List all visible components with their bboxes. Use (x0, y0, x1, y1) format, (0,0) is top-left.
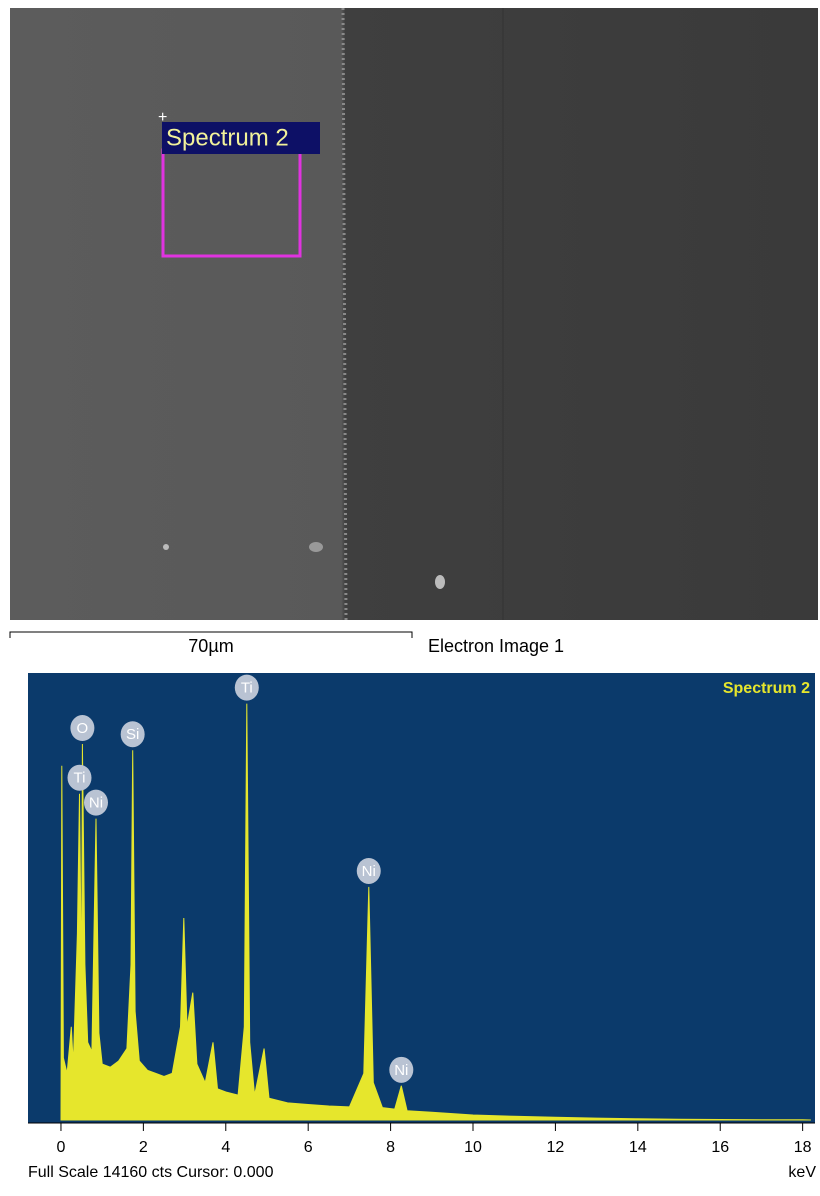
x-tick-label: 8 (386, 1139, 395, 1156)
caption: Electron Image 1 (428, 636, 564, 656)
electron-image (10, 8, 818, 620)
scale-label: 70µm (188, 636, 233, 656)
particle (163, 544, 169, 550)
x-tick-label: 10 (464, 1139, 482, 1156)
peak-label: Ti (74, 770, 86, 787)
page: + Spectrum 2 70µm Electron Image 1 Spect… (0, 0, 820, 1196)
screen: + Spectrum 2 70µm Electron Image 1 Spect… (0, 0, 820, 1191)
peak-label: O (77, 720, 89, 737)
peak-label: Ni (394, 1062, 408, 1079)
x-tick-label: 12 (547, 1139, 565, 1156)
peak-label: Ni (89, 795, 103, 812)
x-tick-label: 18 (794, 1139, 812, 1156)
particle (309, 542, 323, 552)
x-tick-label: 2 (139, 1139, 148, 1156)
peak-label: Ni (362, 863, 376, 880)
x-tick-label: 6 (304, 1139, 313, 1156)
x-tick-label: 0 (57, 1139, 66, 1156)
peak-label: Ti (241, 680, 253, 697)
spectrum-panel (28, 673, 815, 1123)
x-tick-label: 4 (221, 1139, 230, 1156)
chart-title: Spectrum 2 (723, 680, 810, 697)
peak-label: Si (126, 726, 139, 743)
x-tick-label: 14 (629, 1139, 647, 1156)
spectrum-label: Spectrum 2 (166, 124, 289, 151)
particle (435, 575, 445, 589)
footer: Full Scale 14160 cts Cursor: 0.000 (28, 1164, 274, 1181)
x-tick-label: 16 (711, 1139, 729, 1156)
x-axis-label: keV (788, 1164, 816, 1181)
